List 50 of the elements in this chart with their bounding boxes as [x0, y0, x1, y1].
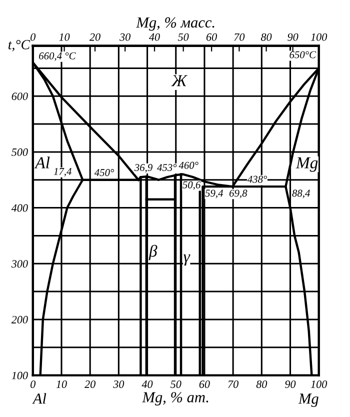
x-tick-label: 70 — [228, 380, 238, 388]
annotation: 660,4 °C — [39, 52, 76, 61]
annotation: 59,4 — [205, 190, 224, 198]
y-tick-label: 600 — [12, 92, 28, 100]
x-tick-label: 20 — [84, 380, 96, 388]
x2-tick-label: 0 — [30, 33, 36, 41]
x2-tick-label: 20 — [89, 33, 100, 41]
x2-tick-label: 10 — [59, 33, 70, 41]
x2-tick-label: 90 — [288, 33, 298, 41]
y-tick-label: 400 — [11, 204, 28, 212]
x-tick-label: 0 — [30, 380, 36, 388]
annotation: β — [148, 244, 158, 260]
x-tick-label: 80 — [256, 380, 268, 388]
x-tick-label: 60 — [199, 380, 210, 388]
annotation: 650°C — [290, 51, 316, 58]
x2-tick-label: 40 — [148, 33, 160, 41]
y-axis-title: t,°C — [8, 40, 30, 52]
annotation: γ — [184, 254, 190, 266]
x2-tick-label: 100 — [310, 33, 328, 41]
annotation: 69,8 — [229, 190, 248, 198]
annotation: 453° — [157, 164, 177, 172]
x2-tick-label: 60 — [206, 33, 217, 41]
x-tick-label: 40 — [142, 380, 153, 388]
text: Mg — [298, 394, 318, 407]
annotation: 17,4 — [54, 168, 72, 176]
y-tick-label: 200 — [11, 316, 28, 324]
y-tick-label: 300 — [11, 260, 28, 268]
x-tick-label: 100 — [310, 380, 328, 388]
y-tick-label: 100 — [12, 372, 28, 380]
annotation: 438° — [247, 176, 267, 183]
annotation: Al — [34, 156, 50, 168]
x-tick-label: 30 — [113, 380, 124, 388]
x-axis-title: Mg, % ат. — [142, 392, 208, 406]
annotation: 460° — [178, 162, 198, 169]
annotation: 50,6 — [182, 181, 201, 190]
x2-tick-label: 80 — [260, 33, 272, 41]
x2-tick-label: 50 — [178, 33, 189, 41]
text: Al — [32, 393, 46, 404]
x2-tick-label: 30 — [120, 33, 130, 41]
x-tick-label: 90 — [285, 380, 296, 388]
x2-tick-label: 70 — [234, 33, 245, 41]
y-tick-label: 500 — [12, 148, 28, 156]
annotation: Mg — [296, 157, 318, 172]
x-tick-label: 50 — [170, 380, 182, 388]
annotation: 450° — [94, 169, 114, 176]
x2-axis-title: Mg, % масс. — [136, 17, 214, 31]
annotation: 88,4 — [292, 190, 310, 198]
x-tick-label: 10 — [56, 380, 67, 388]
annotation: Ж — [171, 75, 188, 86]
annotation: 36,9 — [134, 164, 152, 173]
